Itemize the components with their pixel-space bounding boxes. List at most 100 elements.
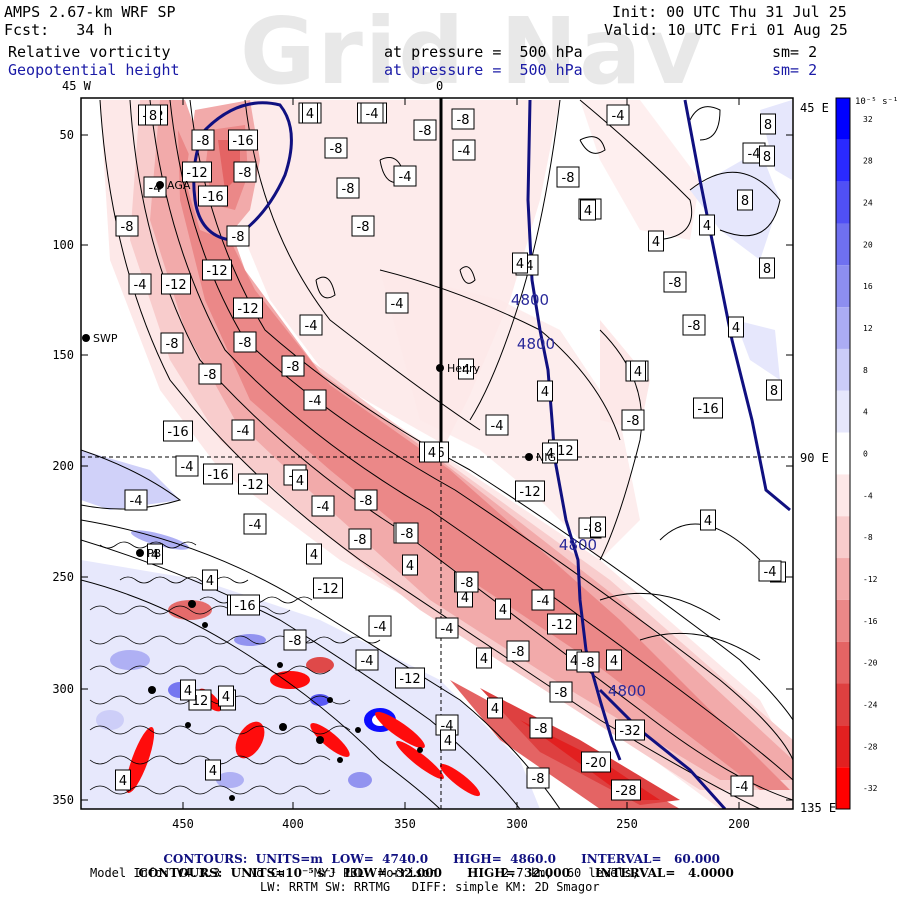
colorbar-swatch (836, 683, 850, 726)
svg-text:-8: -8 (535, 722, 548, 737)
valid-time: Valid: 10 UTC Fri 01 Aug 25 (604, 21, 848, 39)
x-tick-label: 200 (728, 817, 750, 831)
colorbar-tick: -28 (863, 742, 878, 751)
colorbar-swatch (836, 767, 850, 809)
vorticity-contour-label: 8 (759, 257, 775, 279)
vorticity-contour-label: -8 (506, 640, 530, 662)
lon-label-45w: 45 W (62, 79, 92, 93)
svg-text:-8: -8 (627, 414, 640, 429)
vorticity-contour-label: -8 (395, 522, 419, 544)
colorbar-swatch (836, 390, 850, 433)
vorticity-contour-label: -8 (283, 629, 307, 651)
svg-text:-8: -8 (582, 656, 595, 671)
svg-text:-8: -8 (287, 360, 300, 375)
svg-text:-12: -12 (237, 302, 258, 317)
vorticity-contour-label: -4 (485, 414, 509, 436)
colorbar-swatch (836, 474, 850, 517)
vorticity-contour-label: -8 (451, 108, 475, 130)
colorbar-tick: -24 (863, 700, 878, 709)
svg-text:4: 4 (703, 219, 711, 234)
vorticity-contour-label: -12 (515, 480, 545, 502)
x-tick-label: 350 (394, 817, 416, 831)
colorbar-unit: 10⁻⁵ s⁻¹ (855, 97, 898, 107)
height-contour-label: 4800 (511, 291, 549, 309)
svg-text:-4: -4 (748, 147, 761, 162)
colorbar-tick: 24 (863, 199, 873, 208)
svg-text:-8: -8 (360, 494, 373, 509)
svg-text:4: 4 (406, 559, 414, 574)
svg-text:4: 4 (704, 514, 712, 529)
vorticity-contour-label: 4 (292, 469, 308, 491)
svg-text:4: 4 (546, 447, 554, 462)
colorbar-tick: 16 (863, 282, 873, 291)
vorticity-contour-label: -4 (435, 617, 459, 639)
svg-text:-12: -12 (519, 485, 540, 500)
colorbar-tick: -32 (863, 784, 878, 793)
colorbar-swatch (836, 223, 850, 266)
vorticity-contour-label: -8 (233, 161, 257, 183)
svg-text:-4: -4 (764, 565, 777, 580)
svg-text:-8: -8 (166, 337, 179, 352)
svg-text:PB: PB (147, 547, 161, 560)
vorticity-contour-label: 4 (648, 230, 664, 252)
svg-text:-4: -4 (458, 144, 471, 159)
field1-smoothing: sm= 2 (772, 43, 818, 61)
svg-text:-8: -8 (204, 368, 217, 383)
vorticity-contour-label: 4 (606, 649, 622, 671)
x-tick-label: 300 (506, 817, 528, 831)
height-contour-4800-c (598, 688, 727, 809)
svg-text:-12: -12 (206, 264, 227, 279)
height-contour-4800-b (683, 99, 791, 512)
footer-model-info: Model Info: V4.3.3 No Cu MYJ PBL Morriso… (90, 866, 640, 880)
y-tick-label: 100 (52, 238, 74, 252)
vorticity-contour-label: 4 (580, 199, 596, 221)
vorticity-contour-label: -4 (758, 560, 782, 582)
vorticity-contour-label: -12 (182, 161, 212, 183)
vorticity-contour-label: -4 (730, 775, 754, 797)
vorticity-contour-label: -8 (233, 331, 257, 353)
vorticity-contour-label: -4 (531, 589, 555, 611)
svg-text:-8: -8 (330, 142, 343, 157)
svg-text:-8: -8 (669, 276, 682, 291)
vorticity-contour-label: 8 (759, 145, 775, 167)
vorticity-contour-label: -8 (663, 271, 687, 293)
vorticity-contour-label: -4 (393, 165, 417, 187)
x-tick-label: 400 (282, 817, 304, 831)
vorticity-contour-label: -4 (124, 489, 148, 511)
vorticity-contour-label: -8 (160, 332, 184, 354)
height-contour-4800-a (526, 99, 622, 761)
vorticity-contour-label: -4 (606, 104, 630, 126)
svg-text:-8: -8 (688, 319, 701, 334)
svg-text:8: 8 (594, 521, 602, 536)
vorticity-contour-label: 4 (424, 441, 440, 463)
svg-text:-8: -8 (555, 686, 568, 701)
vorticity-contour-label: 4 (115, 769, 131, 791)
svg-text:-16: -16 (232, 134, 253, 149)
svg-text:-8: -8 (197, 134, 210, 149)
vorticity-contour-label: 4 (458, 358, 474, 380)
svg-text:-8: -8 (461, 576, 474, 591)
svg-text:-4: -4 (399, 170, 412, 185)
svg-text:Henry: Henry (447, 362, 481, 375)
vorticity-contour-label: 4 (728, 316, 744, 338)
vorticity-contour-label: 4 (147, 543, 163, 565)
svg-text:-12: -12 (242, 478, 263, 493)
colorbar-swatch (836, 432, 850, 475)
vorticity-contour-label: 4 (205, 759, 221, 781)
svg-text:8: 8 (763, 262, 771, 277)
plot-frame (80, 97, 794, 810)
vorticity-contour-label: -16 (693, 397, 723, 419)
vorticity-contour-label: -12 (238, 473, 268, 495)
vorticity-contour-label: 4 (699, 214, 715, 236)
station-pb: PB (136, 547, 161, 560)
svg-text:-4: -4 (612, 109, 625, 124)
svg-text:8: 8 (741, 194, 749, 209)
svg-text:-4: -4 (374, 620, 387, 635)
svg-text:4: 4 (634, 365, 642, 380)
svg-text:-8: -8 (354, 533, 367, 548)
vorticity-contour-label: 4 (218, 685, 234, 707)
svg-text:4: 4 (461, 591, 469, 606)
vorticity-contour-label: 4 (630, 360, 646, 382)
svg-text:-4: -4 (134, 278, 147, 293)
vorticity-contour-label: -4 (128, 273, 152, 295)
